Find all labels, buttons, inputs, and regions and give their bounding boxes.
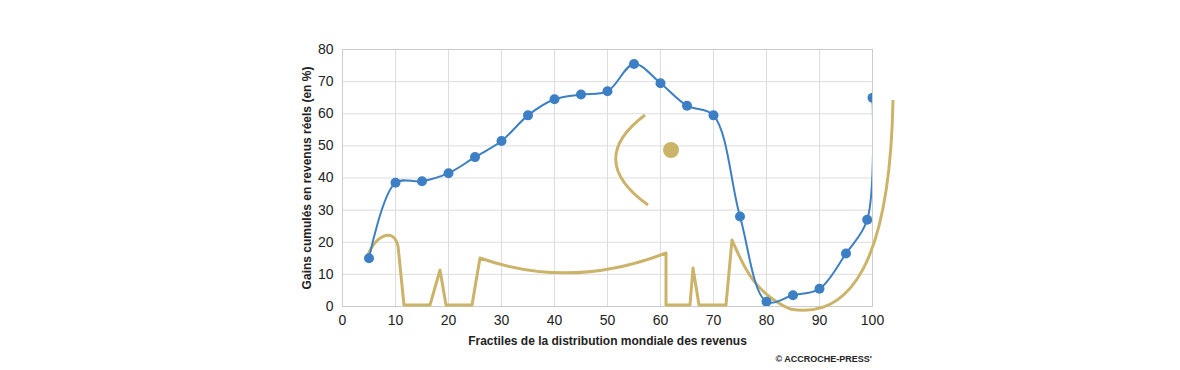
svg-text:40: 40 [318, 169, 334, 185]
svg-text:Fractiles de la distribution m: Fractiles de la distribution mondiale de… [468, 334, 747, 348]
svg-text:30: 30 [494, 312, 510, 328]
svg-text:10: 10 [318, 266, 334, 282]
svg-text:50: 50 [318, 137, 334, 153]
svg-text:0: 0 [339, 312, 347, 328]
svg-text:20: 20 [441, 312, 457, 328]
svg-text:Gains cumulés en revenus réels: Gains cumulés en revenus réels (en %) [300, 67, 314, 290]
svg-text:50: 50 [600, 312, 616, 328]
svg-text:80: 80 [318, 41, 334, 57]
svg-text:90: 90 [812, 312, 828, 328]
svg-text:60: 60 [318, 105, 334, 121]
svg-text:40: 40 [547, 312, 563, 328]
svg-text:70: 70 [318, 73, 334, 89]
svg-text:© ACCROCHE-PRESS': © ACCROCHE-PRESS' [776, 354, 872, 364]
svg-text:80: 80 [759, 312, 775, 328]
svg-text:20: 20 [318, 234, 334, 250]
svg-text:70: 70 [706, 312, 722, 328]
svg-text:30: 30 [318, 202, 334, 218]
svg-text:0: 0 [326, 298, 334, 314]
svg-text:60: 60 [653, 312, 669, 328]
svg-text:10: 10 [388, 312, 404, 328]
svg-text:100: 100 [861, 312, 885, 328]
